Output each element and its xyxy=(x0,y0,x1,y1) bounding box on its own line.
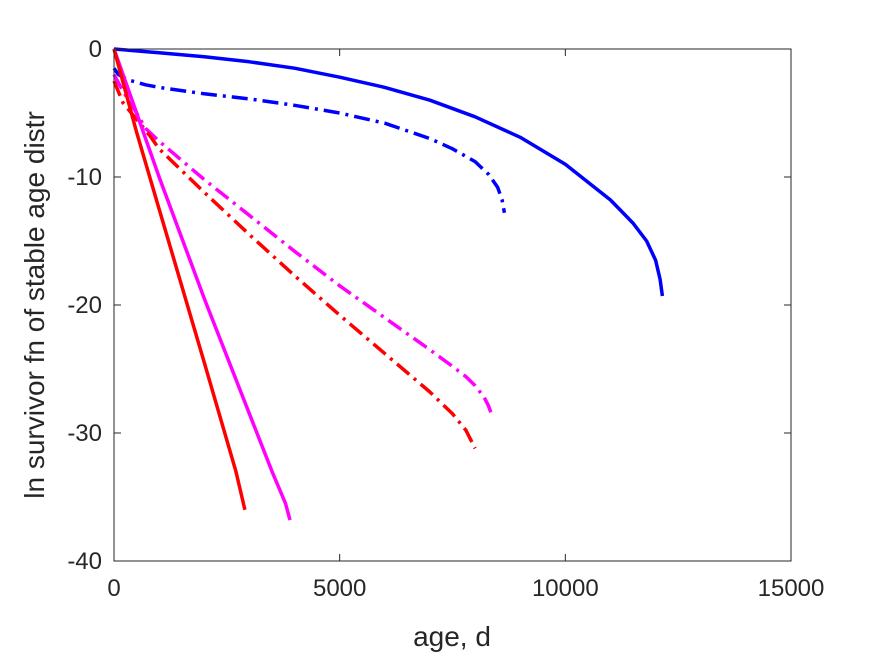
series-line-6 xyxy=(112,48,247,511)
x-tick-label: 15000 xyxy=(758,575,825,602)
series-line-3 xyxy=(112,73,493,414)
y-tick-label: -30 xyxy=(67,420,102,447)
ticks-layer: 0 5000 10000 15000 -40 -30 -20 -10 0 xyxy=(67,36,824,602)
y-tick-label: 0 xyxy=(89,36,102,63)
y-tick-label: -20 xyxy=(67,292,102,319)
y-tick-label: -40 xyxy=(67,548,102,575)
plot-background xyxy=(114,49,791,561)
series-layer xyxy=(112,47,665,521)
series-line-4 xyxy=(112,80,477,450)
x-axis-label: age, d xyxy=(413,621,491,652)
x-tick-label: 0 xyxy=(107,575,120,602)
series-line-1 xyxy=(113,47,665,297)
y-axis-label: ln survivor fn of stable age distr xyxy=(19,111,50,499)
x-tick-label: 5000 xyxy=(313,575,366,602)
series-line-5 xyxy=(112,48,292,521)
y-tick-label: -10 xyxy=(67,164,102,191)
x-tick-label: 10000 xyxy=(532,575,599,602)
